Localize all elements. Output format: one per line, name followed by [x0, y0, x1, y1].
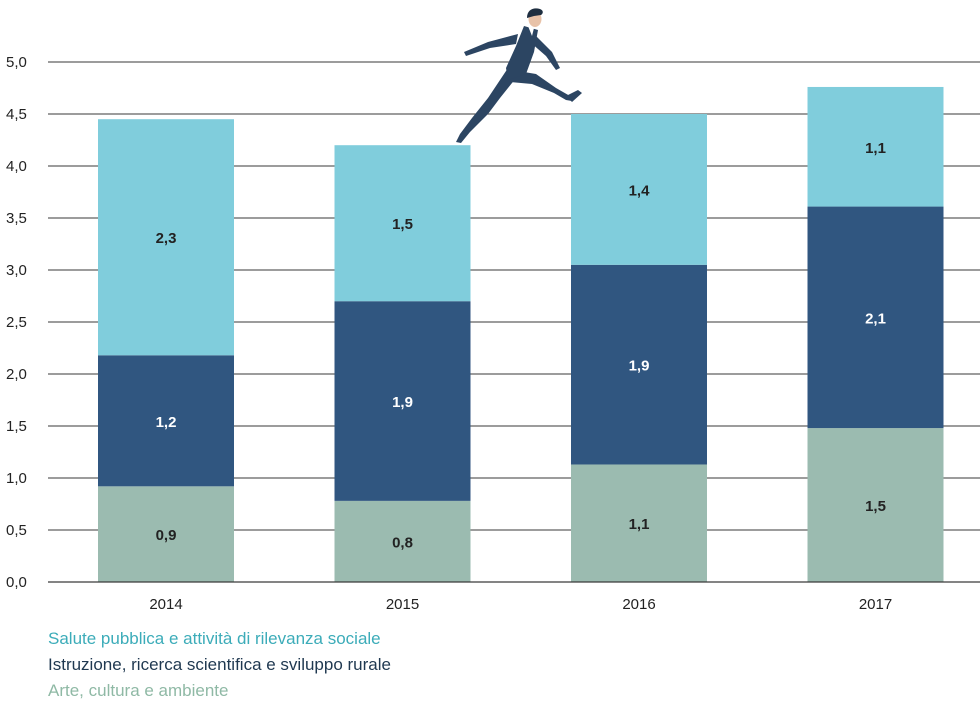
- bar-segment: [98, 486, 234, 582]
- data-label: 0,8: [392, 534, 413, 551]
- data-label: 1,1: [865, 140, 886, 157]
- data-label: 1,9: [629, 358, 650, 375]
- legend: Salute pubblica e attività di rilevanza …: [48, 626, 391, 704]
- y-tick-label: 2,5: [6, 314, 27, 331]
- jumping-businessman-icon: [456, 8, 582, 143]
- bar-segment: [807, 428, 944, 582]
- x-tick-label: 2015: [386, 596, 419, 613]
- bar-segment: [571, 264, 707, 465]
- legend-item-arte: Arte, cultura e ambiente: [48, 681, 229, 700]
- bar-segment: [334, 301, 471, 501]
- y-tick-label: 3,0: [6, 262, 27, 279]
- labels: 0,9 1,2 2,3 0,8 1,9 1,5 1,1 1,9 1,4 1,5 2,1 1,1: [156, 140, 886, 552]
- data-label: 1,9: [392, 394, 413, 411]
- bars: [98, 86, 944, 582]
- data-label: 2,3: [156, 230, 177, 247]
- bar-segment: [334, 500, 471, 582]
- bar-segment: [571, 114, 707, 265]
- x-tick-label: 2016: [622, 596, 655, 613]
- bar-segment: [334, 145, 471, 302]
- x-tick-label: 2017: [859, 596, 892, 613]
- y-tick-label: 1,0: [6, 470, 27, 487]
- bar-segment: [807, 206, 944, 429]
- data-label: 1,2: [156, 414, 177, 431]
- y-tick-label: 0,0: [6, 574, 27, 591]
- bar-segment: [98, 119, 234, 356]
- data-label: 1,4: [629, 182, 651, 199]
- data-label: 1,5: [865, 498, 886, 515]
- data-label: 2,1: [865, 310, 886, 327]
- axes: 0,0 0,5 1,0 1,5 2,0 2,5 3,0 3,5 4,0 4,5 5,0 2014 201…: [6, 54, 980, 613]
- data-label: 1,5: [392, 216, 413, 233]
- y-tick-label: 2,0: [6, 366, 27, 383]
- y-tick-label: 4,5: [6, 106, 27, 123]
- y-tick-label: 0,5: [6, 522, 27, 539]
- data-label: 1,1: [629, 516, 650, 533]
- legend-item-istruzione: Istruzione, ricerca scientifica e svilup…: [48, 655, 391, 674]
- bar-segment: [98, 355, 234, 487]
- x-tick-label: 2014: [149, 596, 182, 613]
- bar-segment: [571, 464, 707, 582]
- stacked-bar-chart: 0,0 0,5 1,0 1,5 2,0 2,5 3,0 3,5 4,0 4,5 5,0 2014 201…: [6, 8, 980, 613]
- y-tick-label: 4,0: [6, 158, 27, 175]
- y-tick-label: 1,5: [6, 418, 27, 435]
- y-tick-label: 3,5: [6, 210, 27, 227]
- legend-item-salute: Salute pubblica e attività di rilevanza …: [48, 629, 381, 648]
- bar-segment: [807, 86, 944, 207]
- data-label: 0,9: [156, 527, 177, 544]
- y-tick-label: 5,0: [6, 54, 27, 71]
